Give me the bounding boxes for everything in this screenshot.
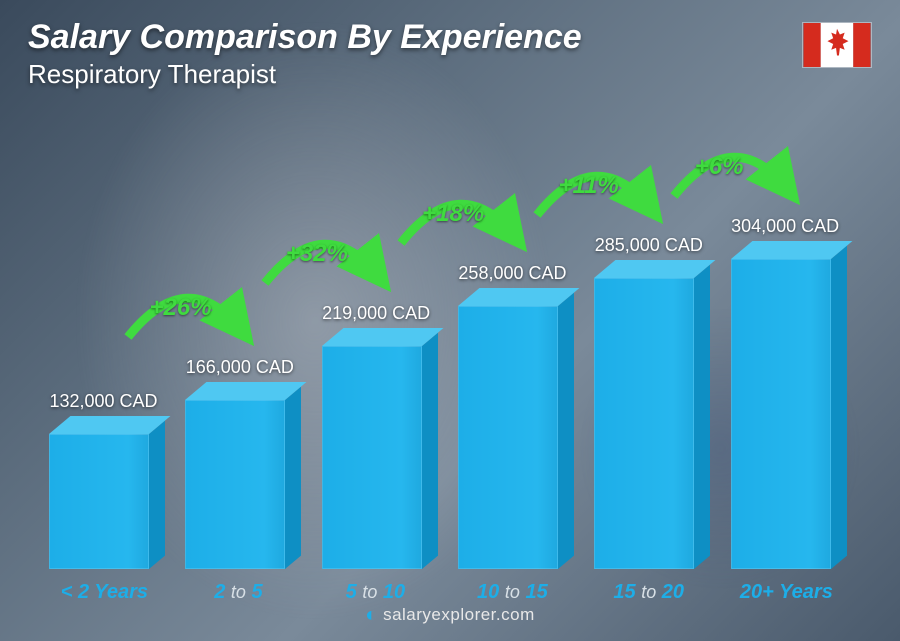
- chart-subtitle: Respiratory Therapist: [28, 59, 872, 90]
- bar-category-label: 2 to 5: [214, 581, 262, 604]
- bar: 132,000 CAD: [49, 434, 149, 569]
- bar-front: [185, 400, 285, 569]
- bar-front: [49, 434, 149, 569]
- bar-value-label: 258,000 CAD: [458, 263, 566, 284]
- bar-chart: 132,000 CAD< 2 Years166,000 CAD+26%2 to …: [40, 150, 840, 569]
- header: Salary Comparison By Experience Respirat…: [28, 18, 872, 90]
- bar-value-label: 219,000 CAD: [322, 303, 430, 324]
- growth-pct-label: +11%: [558, 172, 618, 200]
- bar-value-label: 132,000 CAD: [49, 391, 157, 412]
- bar-side: [694, 265, 710, 569]
- bar-front: [594, 278, 694, 569]
- bar-top: [731, 241, 852, 259]
- bar-value-label: 166,000 CAD: [186, 357, 294, 378]
- bar-category-label: 10 to 15: [477, 581, 548, 604]
- bar-side: [831, 246, 847, 569]
- bar-side: [558, 293, 574, 569]
- growth-pct-label: +26%: [149, 294, 211, 322]
- chart-title: Salary Comparison By Experience: [28, 18, 872, 57]
- bar: 219,000 CAD+32%: [322, 346, 422, 569]
- bar: 285,000 CAD+11%: [594, 278, 694, 569]
- logo-icon: ◐: [365, 604, 378, 626]
- footer-attribution: ◐ salaryexplorer.com: [0, 604, 900, 627]
- bar-side: [149, 421, 165, 569]
- footer-text: salaryexplorer.com: [383, 605, 535, 624]
- growth-pct-label: +18%: [422, 200, 484, 228]
- bar-category-label: 5 to 10: [346, 581, 406, 604]
- bar-category-label: < 2 Years: [61, 581, 148, 604]
- bar-top: [322, 328, 443, 346]
- bar-value-label: 304,000 CAD: [731, 216, 839, 237]
- bar-slot: 166,000 CAD+26%2 to 5: [176, 150, 294, 569]
- bar-side: [422, 333, 438, 569]
- bar-slot: 304,000 CAD+6%20+ Years: [722, 150, 840, 569]
- bar-front: [322, 346, 422, 569]
- growth-pct-label: +6%: [695, 153, 744, 181]
- bar: 304,000 CAD+6%: [731, 259, 831, 569]
- bar: 258,000 CAD+18%: [458, 306, 558, 569]
- bar-category-label: 15 to 20: [613, 581, 684, 604]
- bar-value-label: 285,000 CAD: [595, 235, 703, 256]
- bar-slot: 285,000 CAD+11%15 to 20: [585, 150, 703, 569]
- bar: 166,000 CAD+26%: [185, 400, 285, 569]
- bar-front: [731, 259, 831, 569]
- bar-slot: 132,000 CAD< 2 Years: [40, 150, 158, 569]
- canada-flag-icon: [802, 22, 872, 68]
- bar-front: [458, 306, 558, 569]
- bar-side: [285, 387, 301, 569]
- growth-pct-label: +32%: [286, 240, 348, 268]
- bar-category-label: 20+ Years: [740, 581, 833, 604]
